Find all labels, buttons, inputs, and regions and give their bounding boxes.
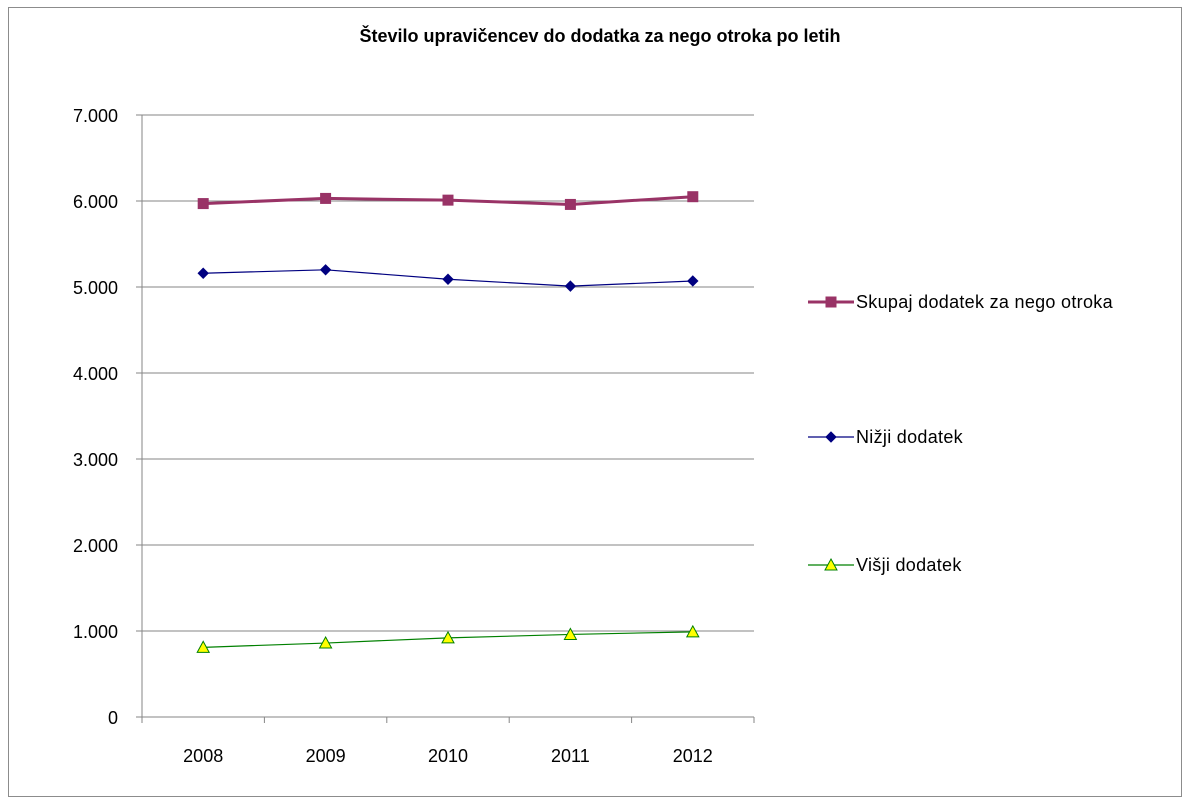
y-tick-label: 1.000 [73, 622, 118, 642]
axes [136, 114, 755, 723]
x-tick-label: 2009 [306, 746, 346, 766]
chart-frame [8, 7, 1182, 797]
legend-marker [825, 431, 837, 443]
x-tick-label: 2008 [183, 746, 223, 766]
y-tick-label: 5.000 [73, 278, 118, 298]
y-tick-label: 3.000 [73, 450, 118, 470]
series-0 [197, 191, 699, 210]
y-tick-label: 4.000 [73, 364, 118, 384]
x-tick-label: 2011 [551, 746, 590, 766]
data-point [687, 275, 699, 287]
y-tick-label: 7.000 [73, 106, 118, 126]
x-tick-label: 2010 [428, 746, 468, 766]
data-point [318, 635, 333, 649]
data-point [442, 273, 454, 285]
data-point [319, 264, 332, 276]
legend-swatch [808, 296, 854, 308]
x-tick-label: 2012 [673, 746, 713, 766]
data-point [442, 194, 454, 206]
legend-marker [824, 557, 838, 571]
series-1 [197, 264, 699, 292]
legend-swatch [808, 557, 854, 571]
legend-marker [825, 296, 837, 308]
legend-swatch [808, 431, 854, 443]
legend-label: Nižji dodatek [856, 426, 963, 447]
legend-label: Skupaj dodatek za nego otroka [856, 291, 1113, 312]
data-point [197, 267, 209, 279]
data-point [564, 198, 576, 210]
tick-labels: 0 1.000 2.000 3.000 4.000 5.000 6.000 7.000 2008… [73, 106, 713, 766]
legend-item: Skupaj dodatek za nego otroka [808, 290, 1113, 314]
data-point [564, 280, 577, 292]
series-2 [196, 624, 700, 653]
data-point [197, 198, 209, 210]
legend-label: Višji dodatek [856, 554, 962, 575]
legend-item: Nižji dodatek [808, 425, 963, 449]
y-tick-label: 0 [108, 708, 118, 728]
series-lines [196, 191, 700, 653]
data-point [320, 192, 332, 204]
y-tick-label: 6.000 [73, 192, 118, 212]
data-point [563, 627, 578, 640]
data-point [196, 640, 211, 653]
data-point [687, 191, 699, 203]
data-point [441, 630, 455, 644]
data-point [685, 624, 700, 638]
legend-item: Višji dodatek [808, 553, 962, 577]
y-tick-label: 2.000 [73, 536, 118, 556]
chart-title: Število upravičencev do dodatka za nego … [359, 26, 841, 46]
gridlines [142, 114, 754, 632]
